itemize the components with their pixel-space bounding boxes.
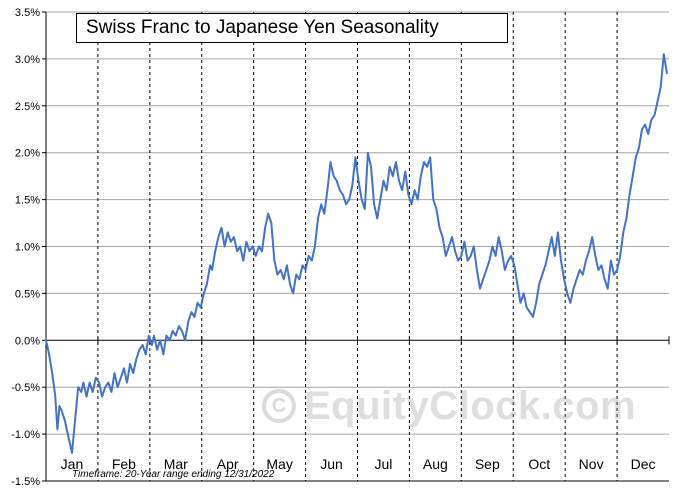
y-axis-tick-labels: -1.5% -1.0% -0.5% 0.0% 0.5% 1.0% 1.5% 2.0% 2.5% 3… bbox=[11, 7, 40, 488]
vertical-gridlines bbox=[45, 12, 670, 481]
timeframe-footnote: Timeframe: 20-Year range ending 12/31/20… bbox=[72, 469, 275, 480]
x-tick-label: Sep bbox=[475, 456, 500, 472]
x-axis-tick-labels: Jan Feb Mar Apr May Jun Jul Aug Sep Oct Nov Dec bbox=[61, 456, 656, 472]
y-tick-label: -0.5% bbox=[11, 382, 40, 394]
series-line bbox=[45, 53, 668, 454]
x-tick-label: Jun bbox=[320, 456, 343, 472]
x-tick-label: Nov bbox=[579, 456, 604, 472]
copyright-icon: C bbox=[262, 389, 296, 423]
chart-title: Swiss Franc to Japanese Yen Seasonality bbox=[76, 13, 508, 43]
y-tick-label: 1.5% bbox=[15, 195, 40, 207]
y-tick-label: -1.0% bbox=[11, 429, 40, 441]
x-tick-label: Jan bbox=[61, 456, 84, 472]
x-tick-label: Apr bbox=[217, 456, 239, 472]
x-tick-label: Oct bbox=[528, 456, 550, 472]
plot-frame bbox=[45, 12, 669, 482]
x-tick-label: Aug bbox=[423, 456, 448, 472]
y-tick-label: 2.0% bbox=[15, 148, 40, 160]
series-layer bbox=[45, 53, 668, 454]
y-tick-label: 0.0% bbox=[15, 335, 40, 347]
x-tick-label: May bbox=[266, 456, 292, 472]
y-tick-label: 1.0% bbox=[15, 242, 40, 254]
y-tick-label: 0.5% bbox=[15, 288, 40, 300]
y-tick-label: 3.5% bbox=[15, 7, 40, 19]
y-tick-label: 2.5% bbox=[15, 101, 40, 113]
x-tick-label: Mar bbox=[164, 456, 188, 472]
x-tick-label: Feb bbox=[112, 456, 136, 472]
x-tick-label: Jul bbox=[375, 456, 393, 472]
y-tick-label: 3.0% bbox=[15, 54, 40, 66]
watermark-text: EquityClock.com bbox=[304, 383, 637, 428]
y-tick-label: -1.5% bbox=[11, 476, 40, 488]
x-tick-label: Dec bbox=[631, 456, 656, 472]
watermark: C EquityClock.com bbox=[262, 378, 636, 434]
